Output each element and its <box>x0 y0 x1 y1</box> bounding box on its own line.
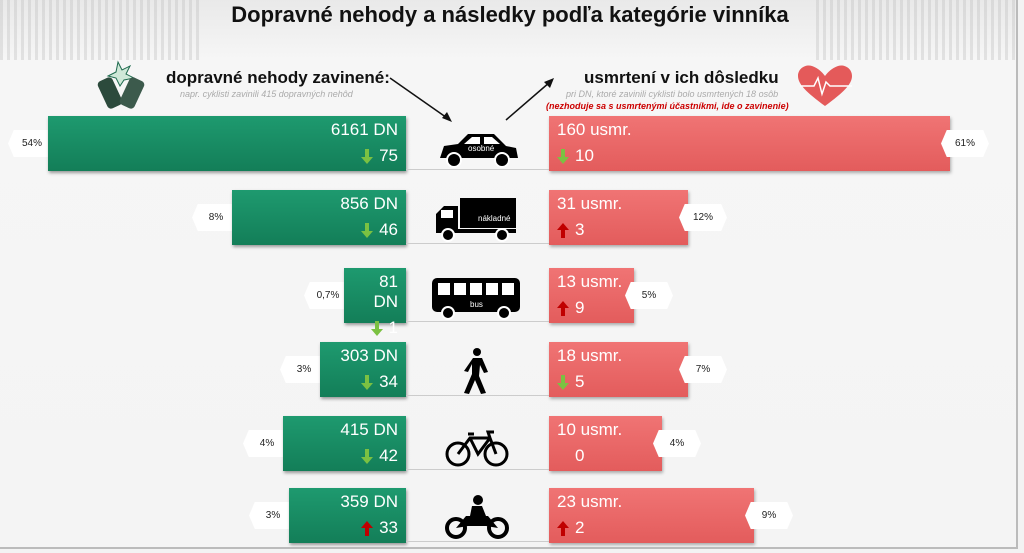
bus-icon: bus <box>432 274 522 320</box>
accidents-change: 42 <box>379 446 398 465</box>
deaths-value: 13 usmr. <box>557 272 623 291</box>
pedestrian-icon <box>432 348 522 394</box>
deaths-value: 23 usmr. <box>557 492 623 511</box>
right-header-note: (nezhoduje sa s usmrtenými účastníkmi, i… <box>546 101 789 111</box>
accidents-down-arrow-icon <box>361 222 374 238</box>
vehicle-label: osobné <box>468 144 495 153</box>
deaths-percent-badge: 12% <box>679 204 727 231</box>
deaths-value: 160 usmr. <box>557 120 632 139</box>
deaths-bar: 18 usmr. 5 <box>549 342 688 397</box>
accidents-bar: 6161 DN 75 <box>48 116 406 171</box>
category-row: 3% 303 DN 34 18 usmr. 5 7% <box>0 342 1020 397</box>
accidents-bar: 415 DN 42 <box>283 416 406 471</box>
deaths-change: 9 <box>575 298 585 317</box>
category-row: 54% 6161 DN 75 osobné 160 usmr. 10 61% <box>0 116 1020 171</box>
accidents-value: 303 DN <box>340 346 398 365</box>
deaths-bar: 23 usmr. 2 <box>549 488 754 543</box>
accidents-change: 33 <box>379 518 398 537</box>
deaths-percent-badge: 7% <box>679 356 727 383</box>
deaths-change: 10 <box>575 146 594 165</box>
deaths-up-arrow-icon <box>557 520 569 536</box>
accidents-bar: 81 DN 1 <box>344 268 406 337</box>
deaths-percent-badge: 61% <box>941 130 989 157</box>
vehicle-label: bus <box>470 300 483 309</box>
accidents-down-arrow-icon <box>361 374 374 390</box>
accidents-bar: 359 DN 33 <box>289 488 406 543</box>
accidents-change: 34 <box>379 372 398 391</box>
car-icon: osobné <box>432 122 522 168</box>
category-row: 4% 415 DN 42 10 usmr. 0 4% <box>0 416 1020 471</box>
deaths-down-arrow-icon <box>557 374 569 390</box>
accidents-down-arrow-icon <box>361 448 374 464</box>
deaths-percent-badge: 9% <box>745 502 793 529</box>
accidents-down-arrow-icon <box>361 148 374 164</box>
deaths-bar: 13 usmr. 9 <box>549 268 634 323</box>
deaths-change: 5 <box>575 372 585 391</box>
divider <box>406 395 549 396</box>
tire-texture <box>816 0 1016 60</box>
divider <box>406 469 549 470</box>
deaths-bar: 160 usmr. 10 <box>549 116 950 171</box>
page-title: Dopravné nehody a následky podľa kategór… <box>231 2 789 27</box>
accidents-value: 856 DN <box>340 194 398 213</box>
divider <box>406 169 549 170</box>
truck-icon: nákladné <box>432 196 522 242</box>
divider <box>406 321 549 322</box>
deaths-value: 18 usmr. <box>557 346 623 365</box>
category-row: 0,7% 81 DN 1 bus 13 usmr. 9 5% <box>0 268 1020 337</box>
deaths-change: 0 <box>575 446 585 465</box>
accidents-value: 81 DN <box>373 272 398 311</box>
accidents-value: 6161 DN <box>330 120 398 139</box>
deaths-bar: 31 usmr. 3 <box>549 190 688 245</box>
accidents-bar: 856 DN 46 <box>232 190 406 245</box>
vehicle-label: nákladné <box>478 214 511 223</box>
arrows <box>389 77 554 122</box>
deaths-bar: 10 usmr. 0 <box>549 416 662 471</box>
deaths-change: 2 <box>575 518 585 537</box>
deaths-percent-badge: 4% <box>653 430 701 457</box>
deaths-value: 10 usmr. <box>557 420 623 439</box>
accidents-up-arrow-icon <box>361 520 374 536</box>
accidents-change: 75 <box>379 146 398 165</box>
left-header-subtitle: napr. cyklisti zavinili 415 dopravných n… <box>180 89 353 99</box>
divider <box>406 243 549 244</box>
accidents-change: 1 <box>388 318 398 337</box>
left-header-title: dopravné nehody zavinené: <box>166 68 390 87</box>
deaths-down-arrow-icon <box>557 148 569 164</box>
deaths-change: 3 <box>575 220 585 239</box>
deaths-value: 31 usmr. <box>557 194 623 213</box>
heart-icon <box>798 65 852 106</box>
tire-texture <box>0 0 200 60</box>
category-row: 3% 359 DN 33 23 usmr. 2 9% <box>0 488 1020 543</box>
crash-icon <box>97 60 145 109</box>
accidents-value: 415 DN <box>340 420 398 439</box>
no-change <box>557 449 569 464</box>
accidents-change: 46 <box>379 220 398 239</box>
divider <box>406 541 549 542</box>
category-row: 8% 856 DN 46 nákladné 31 usmr. 3 12% <box>0 190 1020 245</box>
motorcycle-icon <box>432 494 522 540</box>
accidents-down-arrow-icon <box>370 320 383 336</box>
deaths-percent-badge: 5% <box>625 282 673 309</box>
deaths-up-arrow-icon <box>557 300 569 316</box>
accidents-bar: 303 DN 34 <box>320 342 406 397</box>
accidents-value: 359 DN <box>340 492 398 511</box>
right-header-subtitle: pri DN, ktoré zavinili cyklisti bolo usm… <box>566 89 779 99</box>
deaths-up-arrow-icon <box>557 222 569 238</box>
right-header-title: usmrtení v ich dôsledku <box>584 68 779 87</box>
bicycle-icon <box>432 422 522 468</box>
